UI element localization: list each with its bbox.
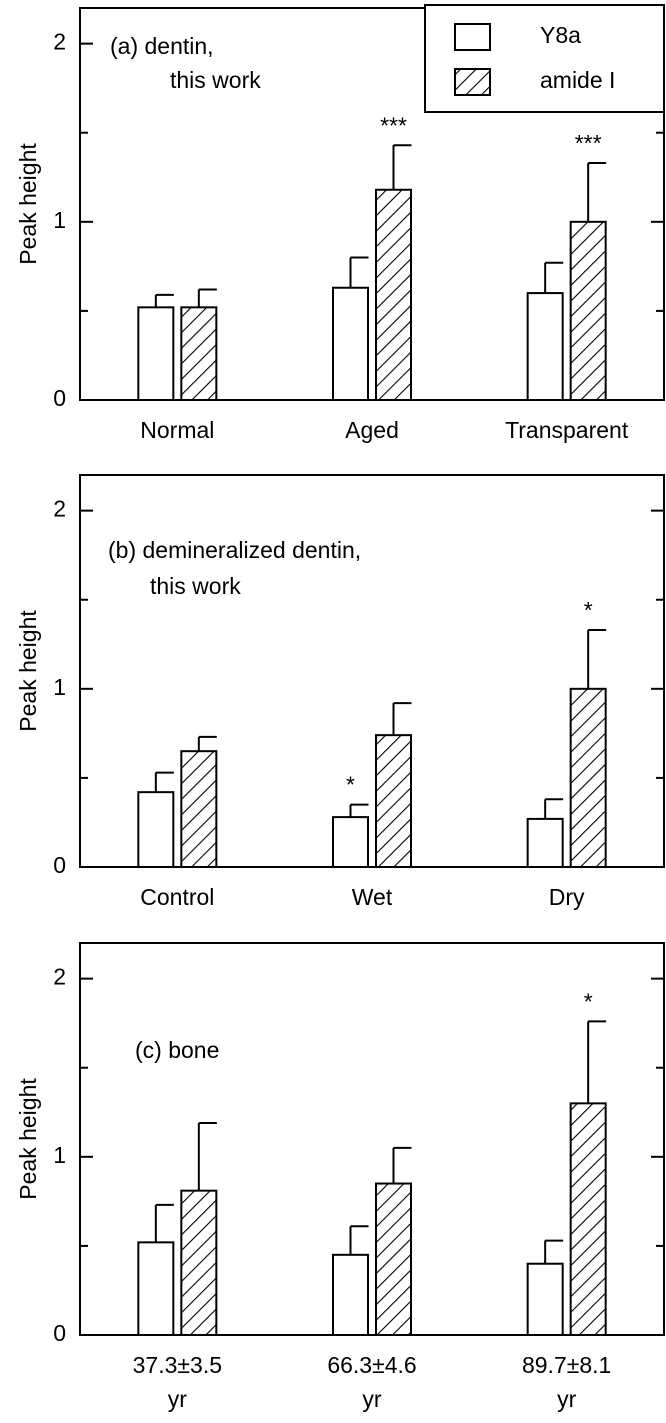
x-tick-label: 66.3±4.6 yr — [327, 1352, 416, 1412]
bar — [332, 286, 369, 401]
bar — [137, 791, 175, 868]
bar — [375, 734, 412, 868]
legend-swatch — [454, 23, 491, 51]
significance: * — [584, 988, 593, 1014]
significance: *** — [575, 130, 602, 156]
significance: * — [346, 772, 355, 798]
panel-title: (b) demineralized dentin, — [108, 537, 361, 563]
significance: *** — [380, 112, 407, 138]
y-axis-label: Peak height — [15, 143, 41, 265]
bar — [332, 816, 369, 868]
y-tick-label: 2 — [53, 964, 66, 990]
y-tick-label: 0 — [53, 1320, 66, 1346]
y-tick-label: 1 — [53, 1142, 66, 1168]
bar — [569, 220, 607, 401]
bar — [526, 292, 564, 401]
legend-label: amide I — [540, 67, 615, 93]
y-tick-label: 2 — [53, 496, 66, 522]
bar — [526, 817, 564, 869]
legend-swatch — [454, 68, 491, 96]
panel-title: this work — [150, 573, 241, 599]
x-tick-label: 37.3±3.5 yr — [133, 1352, 222, 1412]
plot-frame — [79, 474, 665, 868]
panel-title: (a) dentin, — [110, 33, 214, 59]
bar — [375, 1182, 412, 1336]
bar — [180, 1189, 218, 1336]
y-tick-label: 1 — [53, 674, 66, 700]
x-tick-label: Control — [140, 884, 214, 910]
x-tick-label: Transparent — [505, 417, 629, 443]
x-tick-label: Aged — [345, 417, 399, 443]
bar — [526, 1262, 564, 1337]
y-tick-label: 1 — [53, 207, 66, 233]
y-axis-label: Peak height — [15, 1078, 41, 1200]
panel-title: (c) bone — [135, 1037, 219, 1063]
bar — [375, 188, 412, 401]
bar — [180, 306, 218, 402]
y-tick-label: 2 — [53, 29, 66, 55]
bar — [569, 687, 607, 868]
y-tick-label: 0 — [53, 385, 66, 411]
x-tick-label: Dry — [549, 884, 585, 910]
panel-title: this work — [170, 67, 261, 93]
bar — [137, 1241, 175, 1337]
y-axis-label: Peak height — [15, 610, 41, 732]
plot-frame — [79, 942, 665, 1336]
x-tick-label: Wet — [352, 884, 393, 910]
bar — [180, 750, 218, 869]
plot-frame — [79, 7, 665, 401]
legend-label: Y8a — [540, 22, 581, 48]
y-tick-label: 0 — [53, 852, 66, 878]
bar — [332, 1253, 369, 1337]
x-tick-label: Normal — [140, 417, 214, 443]
bar — [569, 1102, 607, 1337]
bar — [137, 306, 175, 402]
significance: * — [584, 597, 593, 623]
x-tick-label: 89.7±8.1 yr — [522, 1352, 611, 1412]
